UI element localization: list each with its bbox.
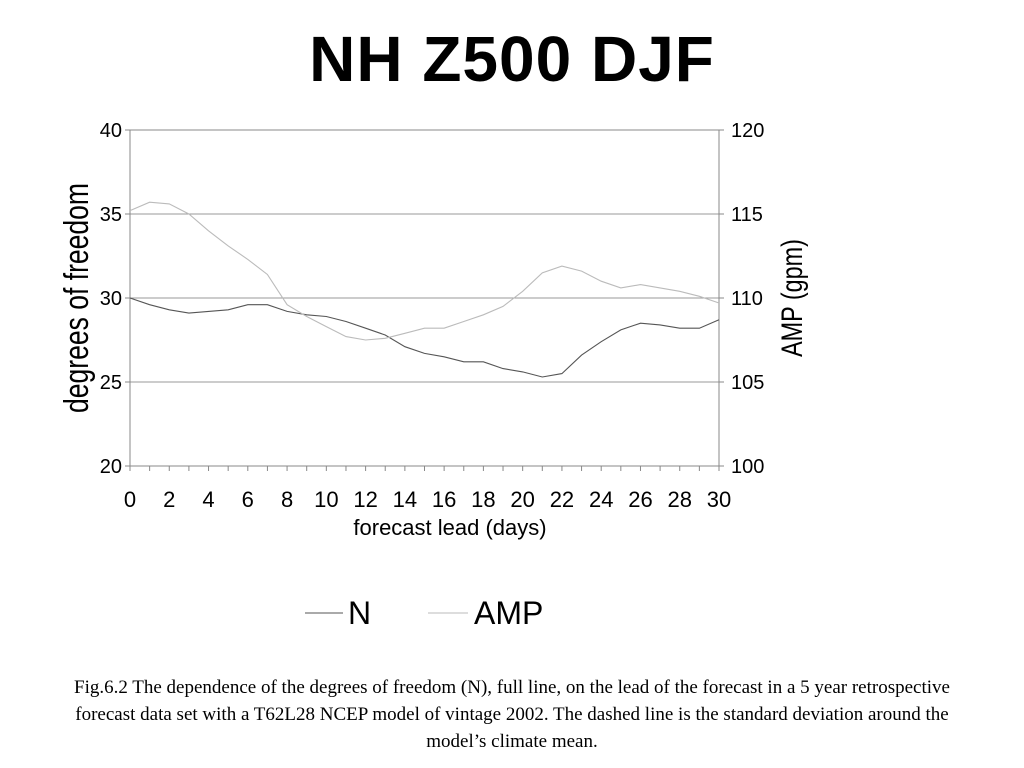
y-tick-label: 20 (100, 456, 122, 478)
x-tick-label: 22 (550, 487, 574, 512)
x-tick-label: 0 (124, 487, 136, 512)
x-tick-label: 24 (589, 487, 613, 512)
x-tick-label: 14 (393, 487, 417, 512)
y2-tick-label: 110 (731, 288, 763, 310)
y2-tick-label: 120 (731, 120, 764, 142)
x-tick-label: 16 (432, 487, 456, 512)
x-axis: 0 2 4 6 8 10 12 14 16 18 20 22 24 26 28 30 (124, 466, 731, 512)
x-tick-label: 18 (471, 487, 495, 512)
y-tick-label: 30 (100, 288, 122, 310)
x-tick-label: 4 (202, 487, 214, 512)
y-axis-left: 20 25 30 35 40 (100, 120, 130, 478)
y2-tick-label: 100 (731, 456, 764, 478)
x-tick-label: 20 (510, 487, 534, 512)
legend-label-n: N (348, 595, 371, 631)
x-tick-label: 8 (281, 487, 293, 512)
x-tick-label: 26 (628, 487, 652, 512)
y2-tick-label: 115 (731, 204, 763, 226)
legend-label-amp: AMP (474, 595, 543, 631)
y-tick-label: 40 (100, 120, 122, 142)
legend: N AMP (305, 595, 543, 631)
chart-title: NH Z500 DJF (309, 23, 715, 95)
y-tick-label: 35 (100, 204, 122, 226)
series-line-n (129, 297, 720, 378)
y-axis-label: degrees of freedom (58, 183, 96, 413)
x-tick-label: 12 (353, 487, 377, 512)
grid-lines (130, 213, 719, 383)
figure-caption: Fig.6.2 The dependence of the degrees of… (74, 677, 950, 752)
y2-axis-label: AMP (gpm) (775, 239, 808, 357)
x-tick-label: 10 (314, 487, 338, 512)
x-axis-label: forecast lead (days) (353, 515, 546, 540)
x-tick-label: 30 (707, 487, 731, 512)
x-tick-label: 2 (163, 487, 175, 512)
y2-tick-label: 105 (731, 372, 764, 394)
series-lines (129, 201, 720, 378)
series-line-amp (129, 201, 720, 341)
y-tick-label: 25 (100, 372, 122, 394)
x-tick-label: 28 (667, 487, 691, 512)
y-axis-right: 100 105 110 115 120 (719, 120, 764, 478)
x-tick-label: 6 (242, 487, 254, 512)
